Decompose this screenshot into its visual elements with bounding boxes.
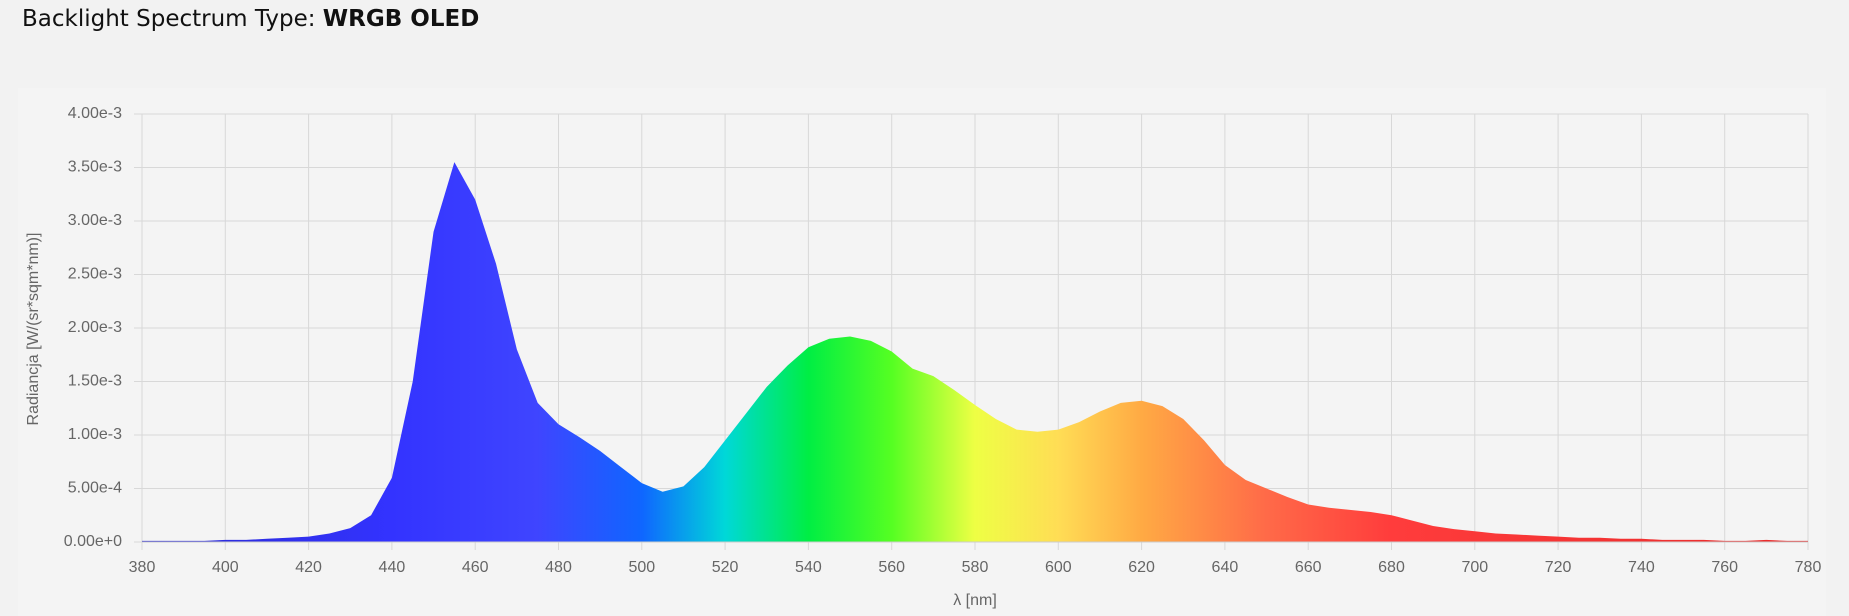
x-tick-label: 380 xyxy=(129,559,156,576)
y-tick-label: 1.50e-3 xyxy=(68,373,122,390)
y-tick-label: 2.50e-3 xyxy=(68,266,122,283)
x-tick-label: 420 xyxy=(295,559,322,576)
spectrum-area xyxy=(142,162,1808,542)
x-tick-label: 500 xyxy=(628,559,655,576)
x-tick-label: 560 xyxy=(878,559,905,576)
x-tick-label: 480 xyxy=(545,559,572,576)
x-tick-label: 780 xyxy=(1795,559,1822,576)
title: Backlight Spectrum Type: WRGB OLED xyxy=(22,6,479,32)
title-text: Backlight Spectrum Type: xyxy=(22,6,316,32)
x-tick-label: 580 xyxy=(962,559,989,576)
x-tick-label: 600 xyxy=(1045,559,1072,576)
y-axis-title: Radiancja [W/(sr*sqm*nm)] xyxy=(25,233,42,426)
x-tick-label: 680 xyxy=(1378,559,1405,576)
x-tick-label: 700 xyxy=(1461,559,1488,576)
x-tick-label: 400 xyxy=(212,559,239,576)
x-tick-label: 520 xyxy=(712,559,739,576)
x-tick-label: 440 xyxy=(379,559,406,576)
x-tick-label: 620 xyxy=(1128,559,1155,576)
y-tick-label: 1.00e-3 xyxy=(68,426,122,443)
x-tick-label: 720 xyxy=(1545,559,1572,576)
y-tick-label: 3.50e-3 xyxy=(68,159,122,176)
y-tick-label: 5.00e-4 xyxy=(68,480,122,497)
x-axis-title: λ [nm] xyxy=(953,592,997,609)
title-emphasis: WRGB OLED xyxy=(322,6,480,32)
x-tick-label: 660 xyxy=(1295,559,1322,576)
x-tick-label: 460 xyxy=(462,559,489,576)
y-tick-label: 3.00e-3 xyxy=(68,212,122,229)
y-tick-label: 4.00e-3 xyxy=(68,105,122,122)
x-tick-label: 540 xyxy=(795,559,822,576)
x-tick-label: 760 xyxy=(1711,559,1738,576)
y-tick-label: 0.00e+0 xyxy=(64,533,122,550)
x-tick-label: 640 xyxy=(1212,559,1239,576)
y-tick-label: 2.00e-3 xyxy=(68,319,122,336)
x-tick-label: 740 xyxy=(1628,559,1655,576)
